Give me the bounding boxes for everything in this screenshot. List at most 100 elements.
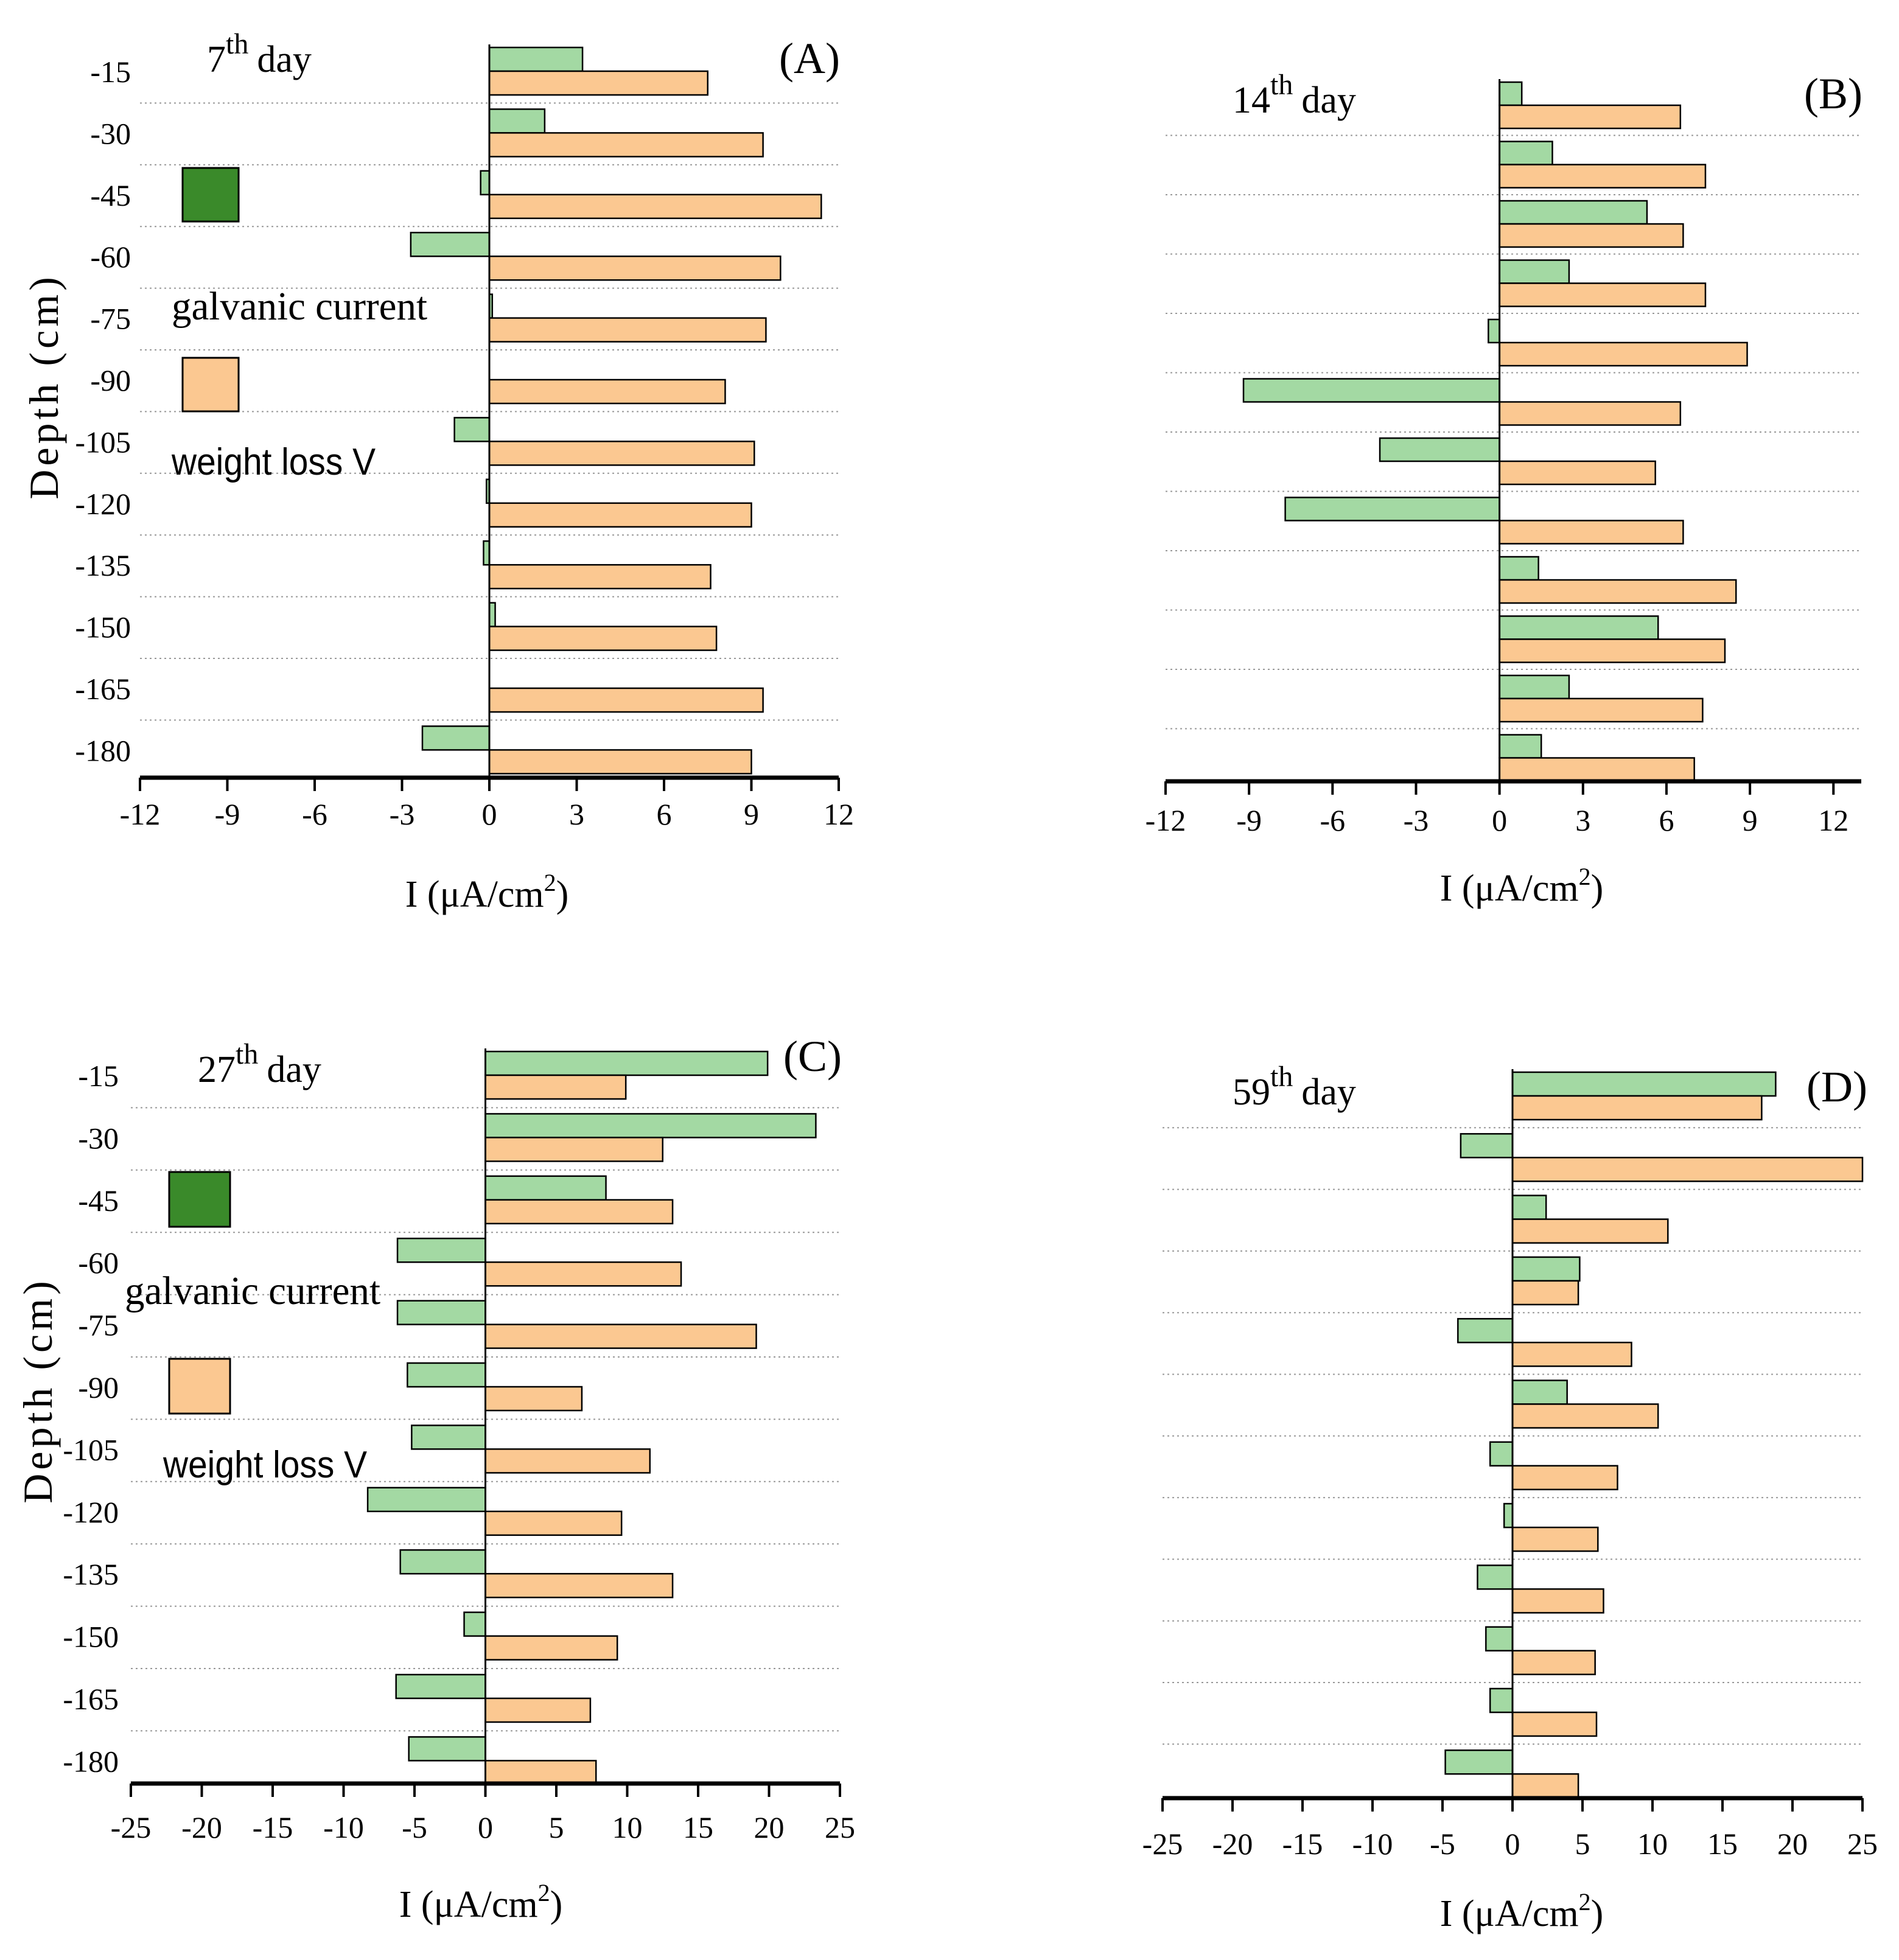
bar-weight-loss (484, 1324, 757, 1349)
bar-galvanic-current (453, 417, 491, 442)
bar-galvanic-current (1477, 1564, 1514, 1590)
bar-galvanic-current (1242, 378, 1500, 403)
x-tick-label: -20 (1212, 1827, 1253, 1861)
bar-weight-loss (1499, 579, 1737, 604)
bar-weight-loss (1511, 1095, 1763, 1121)
bar-weight-loss (484, 1572, 674, 1599)
bar-weight-loss (1511, 1588, 1604, 1614)
x-tick-label: -10 (323, 1810, 364, 1844)
x-tick-label: 20 (754, 1810, 785, 1844)
bar-weight-loss (488, 441, 755, 466)
bar-weight-loss (488, 502, 752, 528)
x-tick-label: 6 (1659, 803, 1674, 837)
x-tick-label: -25 (111, 1810, 152, 1844)
day-title: 59th day (1233, 1061, 1356, 1113)
day-title: 27th day (198, 1038, 321, 1090)
x-tick-label: -3 (1404, 803, 1429, 837)
bar-weight-loss (484, 1261, 682, 1287)
bar-weight-loss (1499, 460, 1656, 486)
y-category-label: -150 (75, 610, 131, 644)
x-tick-label: 9 (1743, 803, 1758, 837)
bar-galvanic-current (396, 1237, 486, 1263)
bar-weight-loss (484, 1386, 583, 1412)
bar-galvanic-current (488, 108, 546, 134)
x-tick-label: 0 (1505, 1827, 1520, 1861)
x-tick-label: -15 (253, 1810, 293, 1844)
panel-label: (D) (1806, 1062, 1867, 1111)
bar-weight-loss (488, 563, 712, 590)
legend-label-weight-loss: weight loss V (171, 441, 376, 483)
bar-galvanic-current (1499, 734, 1542, 759)
y-category-label: -120 (75, 487, 131, 521)
x-tick-label: 25 (825, 1810, 855, 1844)
y-category-label: -180 (63, 1744, 119, 1778)
bar-weight-loss (1499, 104, 1682, 130)
panel-label: (A) (779, 34, 840, 83)
bar-galvanic-current (1444, 1749, 1514, 1775)
bar-weight-loss (1511, 1280, 1579, 1306)
bar-galvanic-current (1489, 1441, 1514, 1467)
y-category-label: -105 (75, 425, 131, 459)
bar-galvanic-current (1511, 1071, 1777, 1097)
chart-panel-c: -25 -20 -15 -10 -5 0 5 10 15 20 25 -15 -30 -45 -60 -75 -… (15, 1032, 855, 1925)
bar-weight-loss (488, 317, 767, 343)
bar-weight-loss (484, 1448, 651, 1474)
y-category-label: -135 (75, 548, 131, 582)
bar-galvanic-current (484, 1113, 817, 1139)
bar-weight-loss (1511, 1465, 1618, 1491)
x-tick-label: -12 (1145, 803, 1186, 837)
x-tick-label: -25 (1142, 1827, 1183, 1861)
bar-galvanic-current (480, 170, 491, 196)
bar-galvanic-current (410, 231, 491, 257)
bar-galvanic-current (1511, 1379, 1568, 1405)
bar-weight-loss (484, 1760, 597, 1785)
bar-galvanic-current (1488, 318, 1500, 344)
bar-weight-loss (1499, 520, 1684, 545)
x-tick-label: 6 (657, 797, 672, 831)
y-category-label: -165 (75, 672, 131, 706)
x-tick-label: 20 (1777, 1827, 1808, 1861)
bar-weight-loss (488, 687, 764, 713)
x-axis-label: I (μA/cm2) (405, 869, 568, 915)
bar-weight-loss (488, 378, 726, 405)
x-tick-label: -10 (1352, 1827, 1393, 1861)
x-tick-label: -9 (1236, 803, 1262, 837)
x-tick-label: 10 (1637, 1827, 1668, 1861)
bar-galvanic-current (1379, 437, 1500, 462)
x-tick-label: -20 (181, 1810, 222, 1844)
legend-swatch-weight-loss (181, 357, 240, 413)
bar-galvanic-current (1499, 615, 1659, 640)
bar-weight-loss (488, 70, 708, 96)
bar-galvanic-current (1503, 1502, 1514, 1529)
y-category-label: -15 (78, 1059, 119, 1093)
x-axis-label: I (μA/cm2) (1440, 863, 1603, 909)
legend-label-galvanic: galvanic current (172, 284, 427, 329)
y-category-label: -75 (78, 1308, 119, 1342)
bar-weight-loss (1499, 638, 1726, 663)
x-tick-label: -3 (390, 797, 415, 831)
y-category-label: -180 (75, 733, 131, 767)
y-category-label: -30 (78, 1121, 119, 1155)
bar-weight-loss (1511, 1773, 1579, 1799)
bar-galvanic-current (411, 1425, 486, 1450)
bar-galvanic-current (1284, 497, 1500, 521)
bar-weight-loss (488, 132, 764, 158)
bar-weight-loss (484, 1635, 618, 1661)
bar-galvanic-current (399, 1549, 486, 1575)
x-tick-label: 0 (478, 1810, 493, 1844)
x-tick-label: 0 (1492, 803, 1507, 837)
x-tick-label: 25 (1847, 1827, 1878, 1861)
x-tick-label: 10 (612, 1810, 643, 1844)
bar-weight-loss (488, 255, 782, 281)
x-tick-label: 15 (1707, 1827, 1738, 1861)
y-category-label: -30 (90, 116, 131, 150)
bar-galvanic-current (421, 725, 491, 751)
bar-weight-loss (1499, 164, 1707, 189)
x-tick-label: -9 (215, 797, 240, 831)
bar-weight-loss (484, 1510, 623, 1536)
day-title: 14th day (1233, 69, 1356, 121)
y-axis-label: Depth (cm) (15, 1277, 61, 1504)
bar-weight-loss (1511, 1157, 1864, 1182)
x-tick-label: 3 (1575, 803, 1590, 837)
x-tick-label: 5 (549, 1810, 564, 1844)
